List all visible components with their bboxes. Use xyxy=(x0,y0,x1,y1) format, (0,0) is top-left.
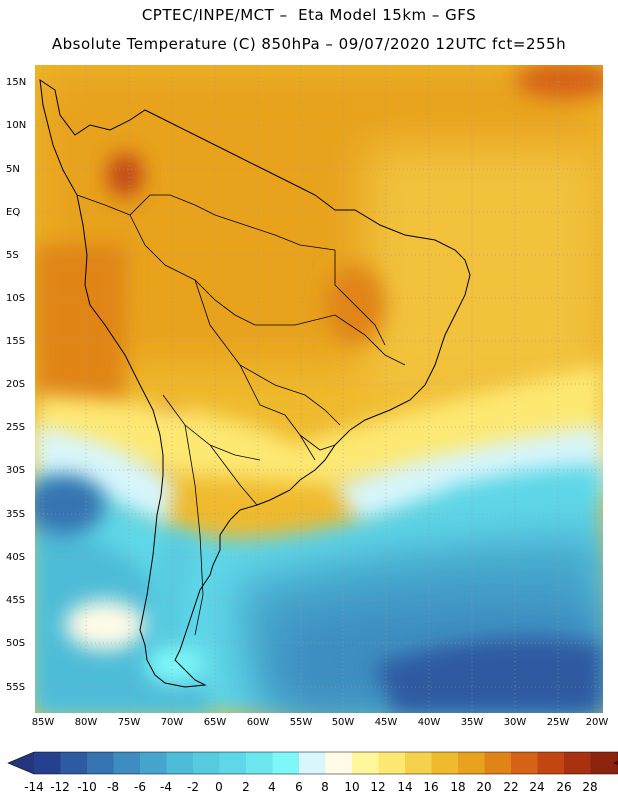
lon-label-80w: 80W xyxy=(74,717,98,728)
lat-label-15s: 15S xyxy=(6,336,26,347)
colorbar-outline xyxy=(7,751,618,775)
lon-label-20w: 20W xyxy=(585,717,609,728)
colorbar-swatch xyxy=(246,752,273,774)
lon-label-50w: 50W xyxy=(331,717,355,728)
colorbar-swatch xyxy=(60,752,88,774)
colorbar-label: -12 xyxy=(50,780,70,794)
colorbar-label: 24 xyxy=(529,780,545,794)
colorbar-swatch xyxy=(299,752,326,774)
lat-label-5n: 5N xyxy=(6,164,20,175)
lat-label-20s: 20S xyxy=(6,379,26,390)
colorbar xyxy=(0,748,618,800)
lat-label-35s: 35S xyxy=(6,509,26,520)
colorbar-label: 6 xyxy=(295,780,303,794)
colorbar-swatch xyxy=(34,752,61,774)
map-title-line2: Absolute Temperature (C) 850hPa – 09/07/… xyxy=(51,35,567,53)
lat-label-10n: 10N xyxy=(6,120,27,131)
colorbar-label: 2 xyxy=(242,780,250,794)
lat-label-40s: 40S xyxy=(6,552,26,563)
colorbar-swatch xyxy=(113,752,141,774)
south-america-coastline xyxy=(39,78,471,688)
lon-label-35w: 35W xyxy=(460,717,484,728)
lon-label-55w: 55W xyxy=(289,717,313,728)
colorbar-label: 18 xyxy=(450,780,466,794)
lon-label-75w: 75W xyxy=(117,717,141,728)
lon-label-65w: 65W xyxy=(203,717,227,728)
lon-label-70w: 70W xyxy=(160,717,184,728)
colorbar-swatch xyxy=(405,752,432,774)
lat-label-30s: 30S xyxy=(6,465,26,476)
lat-label-50s: 50S xyxy=(6,638,26,649)
lon-label-40w: 40W xyxy=(417,717,441,728)
colorbar-label: -4 xyxy=(160,780,172,794)
lon-label-25w: 25W xyxy=(546,717,570,728)
lat-label-15n: 15N xyxy=(6,77,27,88)
country-borders xyxy=(76,194,406,636)
colorbar-swatch xyxy=(272,752,300,774)
colorbar-swatch xyxy=(140,752,167,774)
colorbar-label: 16 xyxy=(423,780,439,794)
colorbar-label: 22 xyxy=(503,780,519,794)
colorbar-label: 28 xyxy=(582,780,598,794)
colorbar-under-arrow xyxy=(8,752,34,774)
colorbar-label: 4 xyxy=(268,780,276,794)
colorbar-swatch xyxy=(378,752,406,774)
colorbar-swatch xyxy=(166,752,194,774)
lon-label-85w: 85W xyxy=(31,717,55,728)
colorbar-label: -14 xyxy=(24,780,44,794)
colorbar-swatch xyxy=(458,752,485,774)
colorbar-swatch xyxy=(590,752,618,774)
colorbar-label: 26 xyxy=(556,780,572,794)
colorbar-label: -8 xyxy=(107,780,119,794)
lat-label-5s: 5S xyxy=(6,250,19,261)
lon-label-45w: 45W xyxy=(374,717,398,728)
colorbar-swatch xyxy=(352,752,379,774)
lat-label-55s: 55S xyxy=(6,682,26,693)
colorbar-label: -10 xyxy=(77,780,97,794)
temperature-field xyxy=(35,65,603,713)
colorbar-swatch xyxy=(537,752,565,774)
colorbar-swatch xyxy=(431,752,459,774)
colorbar-label: 20 xyxy=(476,780,492,794)
colorbar-label: 14 xyxy=(397,780,413,794)
colorbar-label: -6 xyxy=(134,780,146,794)
lat-label-45s: 45S xyxy=(6,595,26,606)
colorbar-swatch xyxy=(325,752,353,774)
lon-label-30w: 30W xyxy=(503,717,527,728)
colorbar-label: 8 xyxy=(321,780,329,794)
colorbar-swatch xyxy=(219,752,247,774)
lat-label-25s: 25S xyxy=(6,422,26,433)
colorbar-label: 12 xyxy=(370,780,386,794)
colorbar-swatch xyxy=(484,752,512,774)
colorbar-label: 10 xyxy=(344,780,360,794)
colorbar-over-arrow xyxy=(614,761,618,765)
lat-label-eq: EQ xyxy=(6,207,21,218)
colorbar-label: 0 xyxy=(215,780,223,794)
colorbar-swatch xyxy=(87,752,114,774)
map-title-line1: CPTEC/INPE/MCT – Eta Model 15km – GFS xyxy=(141,6,477,24)
lon-label-60w: 60W xyxy=(246,717,270,728)
lat-label-10s: 10S xyxy=(6,293,26,304)
grid-lines xyxy=(35,65,603,713)
colorbar-swatch xyxy=(511,752,538,774)
colorbar-label: -2 xyxy=(187,780,199,794)
colorbar-swatch xyxy=(193,752,220,774)
temperature-map xyxy=(35,65,603,713)
colorbar-swatch xyxy=(564,752,591,774)
